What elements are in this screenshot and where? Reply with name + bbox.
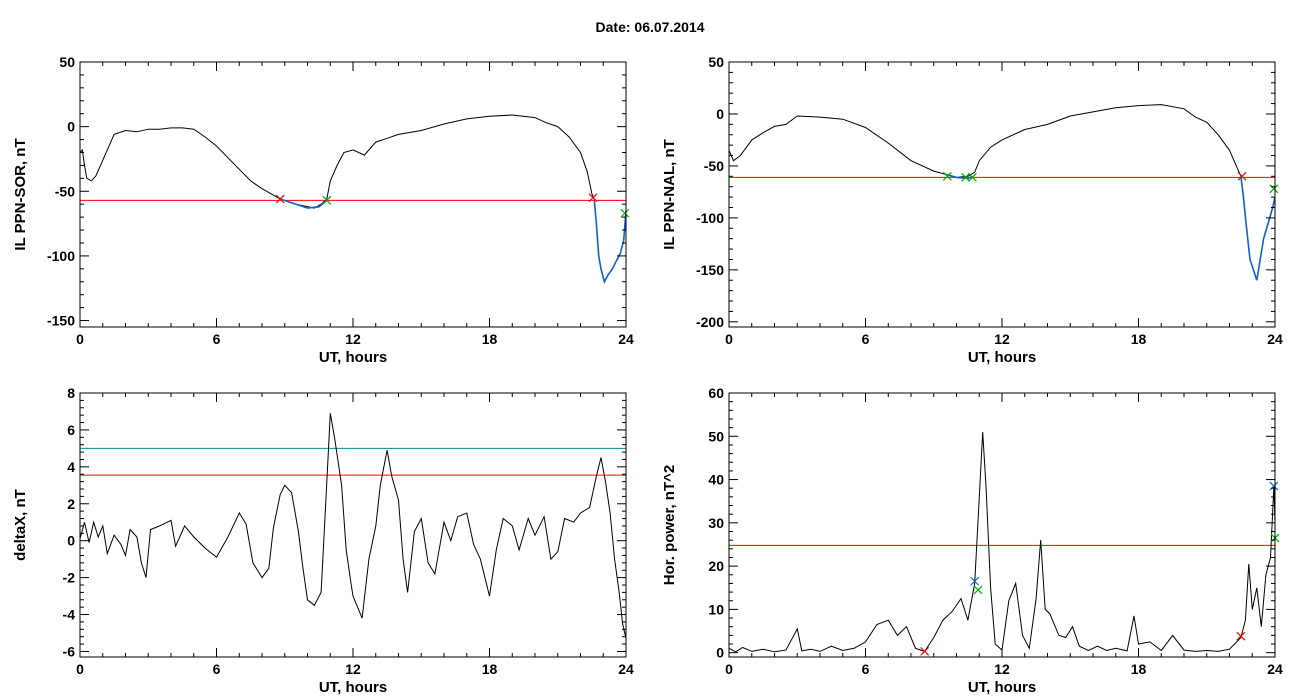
point-marker [1269, 481, 1279, 491]
y-tick-label: 0 [67, 533, 75, 549]
series-line [944, 173, 973, 180]
y-tick-label: 50 [708, 428, 724, 444]
y-tick-label: 40 [708, 472, 724, 488]
y-tick-label: -150 [47, 313, 75, 329]
x-tick-label: 18 [482, 331, 498, 347]
y-tick-label: 30 [708, 515, 724, 531]
x-tick-label: 0 [76, 331, 84, 347]
point-marker [322, 195, 332, 205]
plot-frame [79, 61, 627, 328]
x-tick-label: 24 [618, 331, 634, 347]
y-tick-label: -100 [47, 248, 75, 264]
x-tick-label: 12 [345, 661, 361, 677]
y-tick-label: 2 [67, 496, 75, 512]
y-tick-label: -150 [696, 262, 724, 278]
y-tick-label: -2 [63, 570, 76, 586]
point-marker [942, 171, 952, 181]
y-tick-label: -6 [63, 643, 76, 659]
x-tick-label: 0 [76, 661, 84, 677]
x-axis-label: UT, hours [968, 349, 1036, 366]
x-tick-label: 0 [725, 661, 733, 677]
series-line [279, 198, 328, 209]
y-tick-label: 4 [67, 459, 75, 475]
x-tick-label: 12 [994, 331, 1010, 347]
y-axis-label: deltaX, nT [12, 489, 29, 561]
series-line [729, 431, 1275, 653]
point-marker [1269, 184, 1279, 194]
series-line [729, 104, 1242, 178]
y-tick-label: -4 [63, 607, 76, 623]
y-tick-label: -200 [696, 314, 724, 330]
y-tick-label: 50 [708, 54, 724, 70]
panel-deltax: 0 6 12 18 24 8 6 4 2 0 -2 -4 -6 UT, hours deltaX, nT [12, 385, 634, 696]
point-marker [961, 172, 971, 182]
x-tick-label: 18 [1131, 331, 1147, 347]
page-title: Date: 06.07.2014 [595, 19, 705, 35]
y-axis-label: IL PPN-NAL, nT [661, 139, 678, 250]
series-line [80, 114, 595, 209]
point-marker [970, 576, 980, 586]
point-marker [1236, 631, 1246, 641]
x-tick-label: 24 [1267, 331, 1283, 347]
y-axis-label: IL PPN-SOR, nT [12, 138, 29, 250]
plot-frame [728, 392, 1276, 658]
x-tick-label: 12 [345, 331, 361, 347]
x-tick-label: 6 [213, 661, 221, 677]
y-tick-label: -100 [696, 210, 724, 226]
x-tick-label: 18 [1131, 661, 1147, 677]
point-marker [920, 646, 930, 656]
series-line [593, 198, 626, 285]
x-tick-label: 6 [862, 661, 870, 677]
y-tick-label: 0 [716, 645, 724, 661]
panel-sor: 0 6 12 18 24 50 0 -50 -100 -150 UT, hours IL PPN-SO… [12, 54, 634, 366]
x-tick-label: 6 [213, 331, 221, 347]
y-tick-label: 60 [708, 385, 724, 401]
y-tick-label: 6 [67, 422, 75, 438]
x-axis-label: UT, hours [319, 679, 387, 696]
panel-power: 0 6 12 18 24 60 50 40 30 20 10 0 UT, hours Hor. power… [661, 385, 1283, 696]
x-tick-label: 6 [862, 331, 870, 347]
x-tick-label: 24 [1267, 661, 1283, 677]
point-marker [968, 172, 977, 182]
y-tick-label: 20 [708, 558, 724, 574]
plot-frame [728, 61, 1276, 328]
x-tick-label: 0 [725, 331, 733, 347]
x-tick-label: 18 [482, 661, 498, 677]
x-axis-label: UT, hours [319, 349, 387, 366]
point-marker [1237, 171, 1247, 181]
y-tick-label: -50 [55, 183, 75, 199]
point-marker [620, 208, 630, 218]
x-tick-label: 12 [994, 661, 1010, 677]
x-tick-label: 24 [618, 661, 634, 677]
y-tick-label: 0 [67, 119, 75, 135]
y-axis-label: Hor. power, nT^2 [661, 465, 678, 585]
panel-nal: 0 6 12 18 24 50 0 -50 -100 -150 -200 UT, hours IL PP… [661, 54, 1283, 366]
point-marker [973, 585, 983, 595]
series-line [80, 413, 626, 639]
y-tick-label: -50 [704, 158, 724, 174]
y-tick-label: 10 [708, 601, 724, 617]
point-marker [275, 194, 285, 204]
x-axis-label: UT, hours [968, 679, 1036, 696]
y-tick-label: 0 [716, 106, 724, 122]
y-tick-label: 8 [67, 385, 75, 401]
series-line [1240, 176, 1275, 281]
point-marker [588, 193, 598, 203]
y-tick-label: 50 [59, 54, 75, 70]
